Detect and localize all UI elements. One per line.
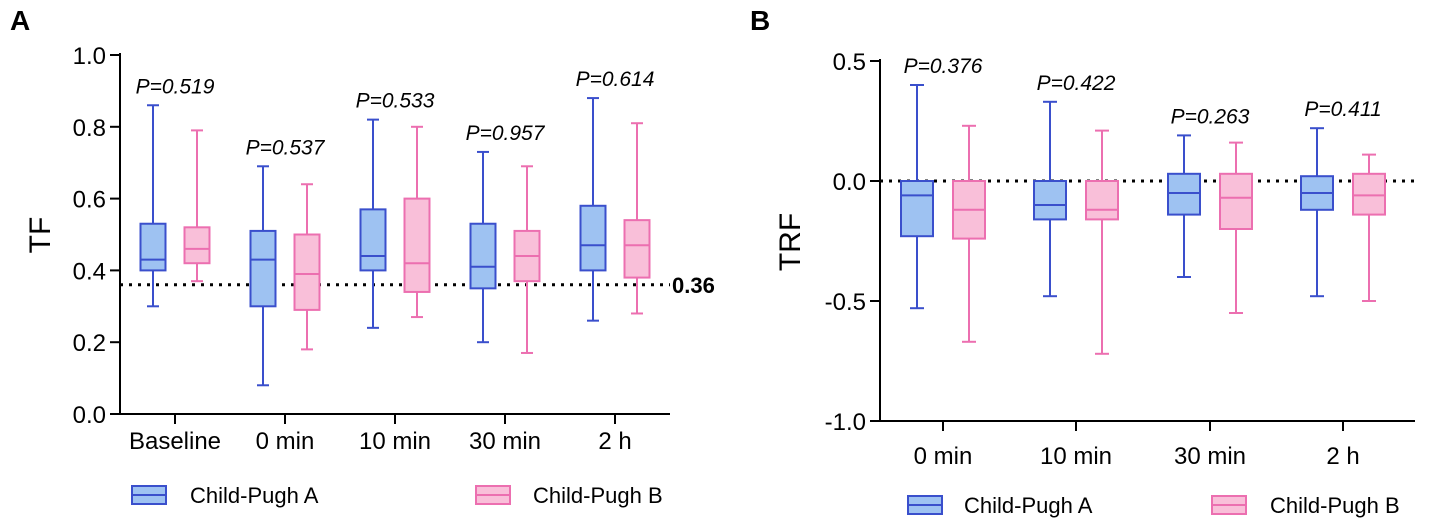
iqr-box [1352, 172, 1386, 216]
panel-letter-b: B [750, 5, 770, 36]
p-value-label: P=0.411 [1304, 98, 1381, 121]
legend-label-child-pugh-a-panel-b: Child-Pugh A [964, 493, 1093, 518]
reference-line-label: 0.36 [672, 273, 715, 298]
y-tick-label: 0.6 [73, 187, 106, 214]
iqr-box [1033, 180, 1067, 221]
box-plot-child-pugh-b [183, 129, 211, 283]
iqr-box [1167, 172, 1201, 216]
box-plot-child-pugh-a [1300, 127, 1334, 298]
box-plot-child-pugh-a [900, 84, 934, 310]
legend-label-child-pugh-a: Child-Pugh A [190, 483, 319, 508]
y-tick-label: 0.5 [833, 49, 866, 76]
p-value-label: P=0.537 [246, 136, 326, 159]
box-plot-child-pugh-a [469, 150, 497, 344]
box-plot-child-pugh-b [1219, 141, 1253, 314]
iqr-box [359, 208, 387, 272]
x-tick-label: 30 min [1174, 443, 1246, 470]
x-tick-label: 0 min [256, 428, 315, 455]
x-tick-label: 2 h [598, 428, 631, 455]
x-tick-label: 10 min [359, 428, 431, 455]
p-value-label: P=0.614 [576, 68, 655, 91]
box-plot-child-pugh-b [623, 122, 651, 315]
box-plot-child-pugh-b [513, 165, 541, 354]
x-tick-label: 30 min [469, 428, 541, 455]
x-tick-label: 10 min [1040, 443, 1112, 470]
y-tick-label: 1.0 [73, 43, 106, 70]
legend-label-child-pugh-b: Child-Pugh B [533, 483, 663, 508]
p-value-label: P=0.422 [1037, 72, 1116, 95]
legend-label-child-pugh-b-panel-b: Child-Pugh B [1270, 493, 1400, 518]
legend: Child-Pugh A Child-Pugh B Child-Pugh A C… [131, 483, 1400, 518]
y-tick-label: 0.0 [833, 169, 866, 196]
p-value-label: P=0.533 [356, 90, 435, 113]
box-plot-child-pugh-b [403, 125, 431, 319]
p-value-label: P=0.957 [466, 122, 546, 145]
y-tick-label: -0.5 [825, 289, 866, 316]
iqr-box [900, 180, 934, 238]
iqr-box [293, 233, 321, 311]
y-tick-label: 0.2 [73, 330, 106, 357]
p-value-label: P=0.376 [904, 55, 983, 78]
y-tick-label: 0.4 [73, 258, 106, 285]
box-plot-child-pugh-b [1352, 153, 1386, 302]
box-plot-child-pugh-b [952, 124, 986, 343]
box-plot-child-pugh-b [293, 183, 321, 351]
iqr-box [249, 229, 277, 308]
iqr-box [1219, 172, 1253, 231]
iqr-box [469, 222, 497, 290]
box-plot-child-pugh-a [249, 165, 277, 387]
x-tick-label: 0 min [914, 443, 973, 470]
y-axis-title-b: TRF [774, 213, 807, 271]
iqr-box [183, 226, 211, 265]
panel-b: B TRF -1.0 -0.5 0.0 0.5 0 min 10 min 30 min 2 h… [750, 5, 1415, 470]
box-plot-child-pugh-a [579, 97, 607, 322]
y-tick-label: 0.8 [73, 115, 106, 142]
y-tick-label: 0.0 [73, 402, 106, 429]
p-value-label: P=0.263 [1171, 105, 1250, 128]
iqr-box [1085, 180, 1119, 221]
iqr-box [623, 219, 651, 279]
box-plot-child-pugh-a [1167, 134, 1201, 278]
iqr-box [579, 204, 607, 272]
iqr-box [403, 197, 431, 293]
iqr-box [139, 222, 167, 272]
box-plot-child-pugh-a [359, 118, 387, 329]
box-plot-child-pugh-a [1033, 100, 1067, 298]
y-tick-label: -1.0 [825, 409, 866, 436]
x-tick-label: 2 h [1326, 443, 1359, 470]
panel-a: A TF 0.0 0.2 0.4 0.6 0.8 1.0 Baseline 0 min 10 m… [10, 5, 715, 455]
y-axis-title-a: TF [24, 217, 57, 254]
box-plot-child-pugh-a [139, 104, 167, 308]
p-value-label: P=0.519 [136, 75, 215, 98]
x-tick-label: Baseline [129, 428, 221, 455]
panel-letter-a: A [10, 5, 30, 36]
box-plot-child-pugh-b [1085, 129, 1119, 355]
